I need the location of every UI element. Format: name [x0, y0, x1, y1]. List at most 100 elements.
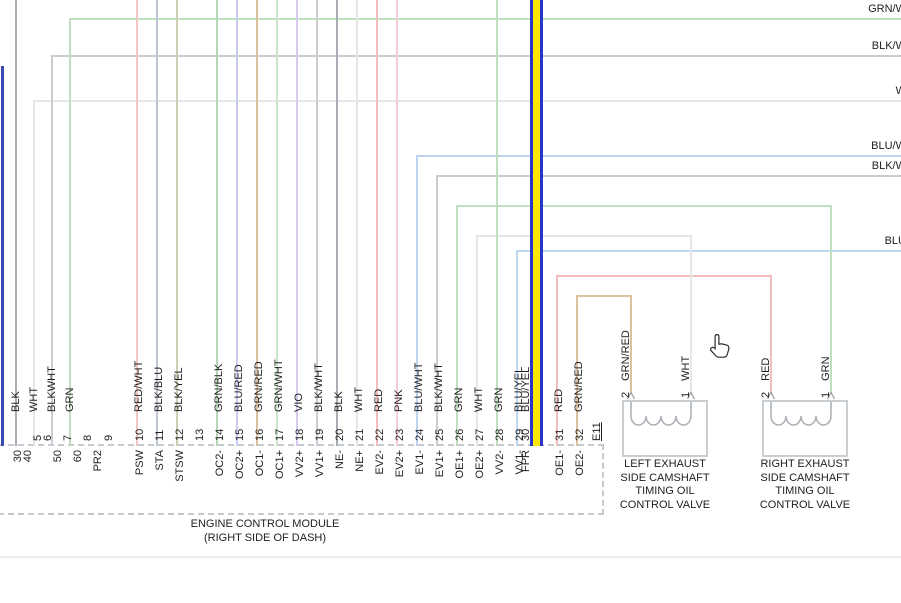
pin-name: EV2+ — [394, 450, 406, 478]
pin-name: EV2- — [374, 450, 386, 475]
valve-label-line: CONTROL VALVE — [619, 498, 711, 511]
pin-number: 21 — [354, 428, 366, 441]
wire-vertical — [416, 155, 418, 446]
pin-color-label: GRN — [493, 387, 505, 412]
wire-vertical — [556, 275, 558, 446]
wire-exit-right — [70, 18, 901, 20]
pin-name: NE- — [334, 450, 346, 469]
pin-number: 28 — [494, 428, 506, 441]
pin-name: OE1- — [554, 450, 566, 476]
pin-color-label: BLK/WHT — [433, 363, 445, 412]
pin-number: 20 — [334, 428, 346, 441]
ecm-title-line1: ENGINE CONTROL MODULE — [190, 518, 340, 530]
pin-name: VV1+ — [314, 450, 326, 478]
pin-color-label: WHT — [473, 386, 485, 412]
valve-label-line: SIDE CAMSHAFT — [760, 471, 850, 484]
ecm-title-line2: (RIGHT SIDE OF DASH) — [203, 532, 327, 544]
left-valve-label: LEFT EXHAUST SIDE CAMSHAFT TIMING OIL CO… — [605, 458, 725, 512]
pin-name: STSW — [174, 450, 186, 482]
pin-number: 15 — [234, 428, 246, 441]
wire-exit-label: GRN/W — [868, 3, 901, 15]
pin-number: 10 — [134, 428, 146, 441]
pin-color-label: GRN/BLK — [213, 363, 225, 412]
pin-name: STA — [154, 450, 166, 471]
wire-valve-drop — [630, 295, 632, 394]
pin-name: OE2+ — [474, 450, 486, 479]
left-valve-box — [622, 400, 708, 457]
hand-pointer-cursor — [710, 333, 730, 358]
wire-exit-label: BLU/W — [871, 140, 901, 152]
left-terminal-color-label: WHT — [28, 386, 40, 412]
pin-color-label: BLK/YEL — [173, 367, 185, 412]
right-valve-pin2-label: 2 RED — [760, 358, 773, 398]
left-terminal-number: 8 — [82, 434, 94, 441]
pin-number: 23 — [394, 428, 406, 441]
pin-number: 24 — [414, 428, 426, 441]
valve-pin-color: WHT — [680, 355, 692, 381]
wire-exit-label: W — [895, 85, 901, 97]
terminal-arrow-icon — [686, 391, 696, 400]
wire-vertical — [236, 0, 238, 446]
pin-color-label: GRN/WHT — [273, 359, 285, 412]
wire-exit-right — [417, 155, 901, 157]
valve-pin-number: 1 — [820, 391, 832, 398]
pin-color-label: RED — [553, 388, 565, 412]
pin-name: FPR — [520, 450, 532, 472]
wire-vertical — [15, 0, 17, 446]
pin-name: OC1+ — [274, 450, 286, 480]
right-valve-box — [762, 400, 848, 457]
pin-color-label: WHT — [353, 386, 365, 412]
pin-number: 12 — [174, 428, 186, 441]
wire-valve-drop — [830, 205, 832, 394]
wire-vertical-navy — [1, 66, 4, 446]
pin-color-label: VIO — [293, 393, 305, 412]
wire-vertical — [476, 235, 478, 446]
wire-exit-right — [517, 250, 901, 252]
valve-label-line: CONTROL VALVE — [759, 498, 851, 511]
right-valve-pin1-label: 1 GRN — [820, 356, 833, 398]
wire-exit-label: BLK/W — [871, 40, 901, 52]
left-terminal-name: 40 — [22, 450, 34, 463]
pin-number: 31 — [554, 428, 566, 441]
wire-vertical — [516, 250, 518, 446]
wire-vertical — [33, 100, 35, 446]
left-terminal-color-label: GRN — [64, 387, 76, 412]
wire-exit-label: BLU — [884, 235, 901, 247]
wire-vertical — [376, 0, 378, 446]
pin-name: VV2- — [494, 450, 506, 475]
valve-pin-number: 1 — [680, 391, 692, 398]
pin-color-label: BLK — [333, 391, 345, 412]
wire-vertical — [336, 0, 338, 446]
pin-color-label: BLK/BLU — [153, 366, 165, 412]
wire-to-valve — [577, 295, 632, 297]
valve-label-line: TIMING OIL — [635, 485, 695, 497]
pin-number: 30 — [520, 428, 532, 441]
ecm-title: ENGINE CONTROL MODULE (RIGHT SIDE OF DAS… — [140, 517, 390, 545]
wire-vertical — [256, 0, 258, 446]
pin-name: EV1- — [414, 450, 426, 475]
highlighted-wire-blu-yel[interactable] — [530, 0, 543, 446]
pin-name: PSW — [134, 450, 146, 476]
left-terminal-name: 50 — [52, 450, 64, 463]
separator-line — [0, 556, 901, 558]
pin-name: EV1+ — [434, 450, 446, 478]
pin-name: OE1+ — [454, 450, 466, 479]
valve-label-line: TIMING OIL — [775, 485, 835, 497]
left-terminal-number: 9 — [103, 434, 115, 441]
wire-vertical — [216, 0, 218, 446]
pin-color-label: RED/WHT — [133, 360, 145, 412]
wire-vertical — [276, 0, 278, 446]
wire-vertical — [496, 0, 498, 446]
wire-vertical — [296, 0, 298, 446]
pin-number: 11 — [154, 429, 166, 441]
pin-color-label: BLU/RED — [233, 364, 245, 412]
pin-number: 13 — [194, 428, 206, 441]
left-terminal-color-label: BLKWHT — [46, 366, 58, 412]
pin-number: 18 — [294, 428, 306, 441]
terminal-arrow-icon — [766, 391, 776, 400]
valve-pin-number: 2 — [620, 391, 632, 398]
connector-id-label: E11 — [591, 422, 603, 441]
pin-name: OC2- — [214, 450, 226, 477]
wire-to-valve — [477, 235, 692, 237]
